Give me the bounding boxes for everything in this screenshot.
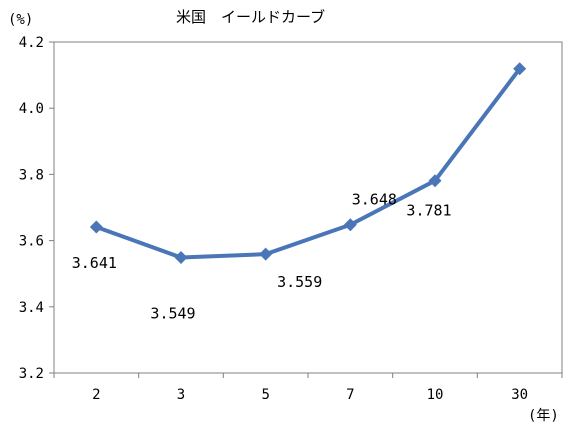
y-tick-label: 4.0 <box>19 101 44 117</box>
y-tick-label: 3.6 <box>19 234 44 250</box>
x-tick-label: 3 <box>177 387 185 403</box>
x-tick-label: 7 <box>346 387 354 403</box>
data-label: 3.559 <box>277 273 322 291</box>
data-point-marker <box>259 247 273 261</box>
data-label: 3.641 <box>72 254 117 272</box>
data-point-marker <box>428 174 442 188</box>
x-tick-label: 2 <box>92 387 100 403</box>
x-tick-label: 5 <box>261 387 269 403</box>
x-axis-ticks: 2 3 5 7 10 30 <box>53 373 563 403</box>
y-tick-label: 3.8 <box>19 167 44 183</box>
x-tick-label: 10 <box>427 387 444 403</box>
data-label: 3.781 <box>406 202 451 220</box>
series-line <box>95 67 522 260</box>
data-point-marker <box>89 220 103 234</box>
data-label: 3.549 <box>150 304 195 322</box>
plot-area <box>53 41 563 374</box>
x-tick-label: 30 <box>511 387 528 403</box>
y-tick-label: 3.4 <box>19 300 44 316</box>
data-point-marker <box>513 62 527 76</box>
y-tick-label: 4.2 <box>19 35 44 51</box>
data-point-marker <box>174 250 188 264</box>
x-axis-unit: (年) <box>528 408 559 424</box>
y-tick-label: 3.2 <box>19 366 44 382</box>
chart-title: 米国 イールドカーブ <box>176 8 325 26</box>
data-label: 3.648 <box>352 191 397 209</box>
y-axis-ticks: 3.2 3.4 3.6 3.8 4.0 4.2 <box>19 35 54 382</box>
series-group <box>89 62 527 264</box>
y-axis-unit: (%) <box>8 12 33 28</box>
data-point-marker <box>343 218 357 232</box>
